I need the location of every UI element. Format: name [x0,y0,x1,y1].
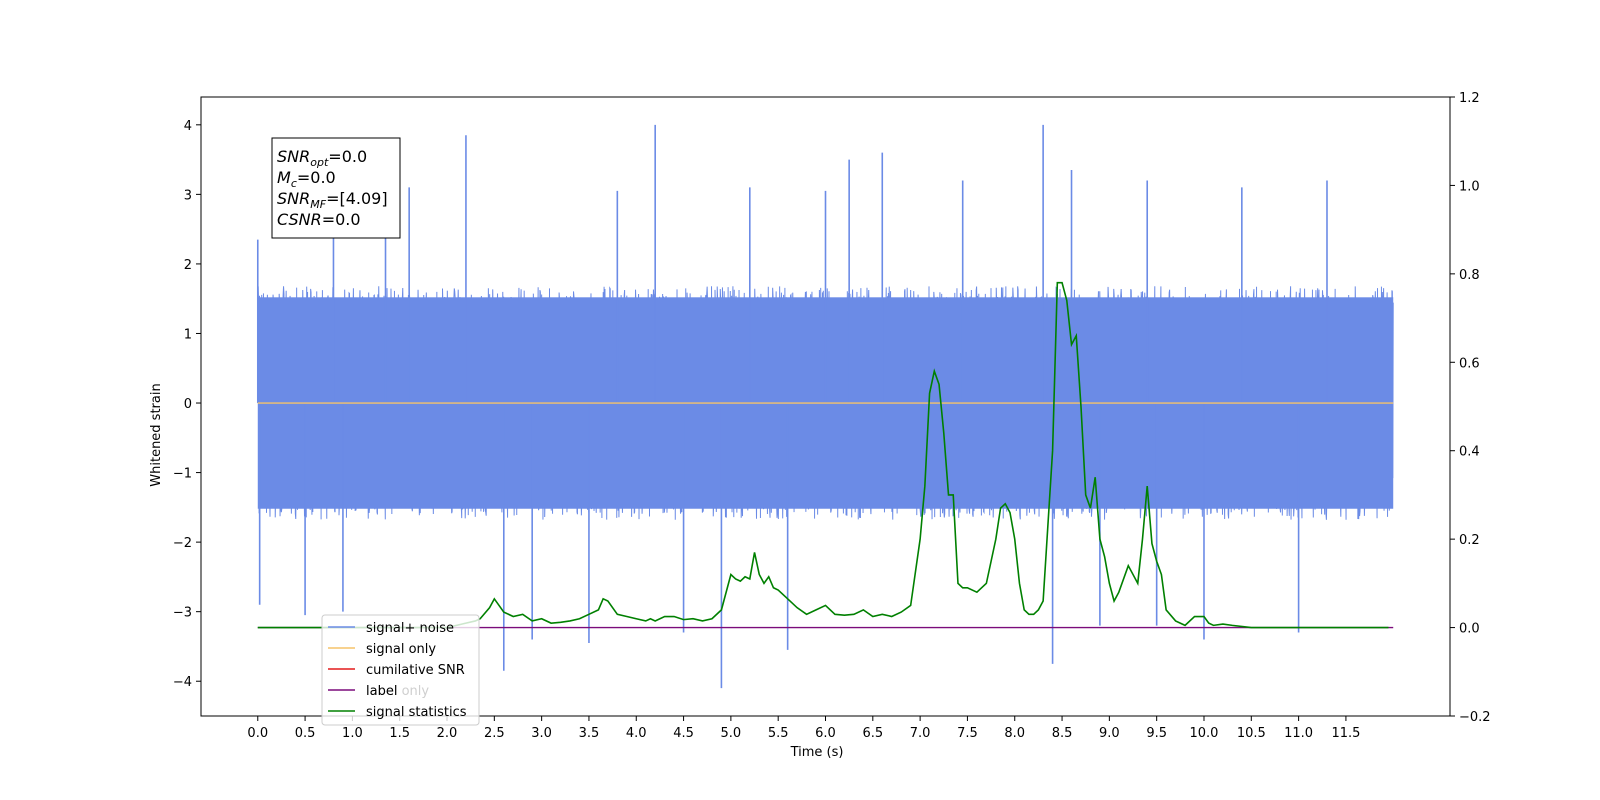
y-tick-label: 4 [184,119,192,134]
x-tick-label: 1.0 [342,726,363,741]
y-tick-label: 0 [184,397,192,412]
x-tick-label: 3.5 [579,726,600,741]
legend-label: signal statistics [366,705,467,720]
info-line: SNRMF=[4.09] [277,189,388,211]
y-tick-label: −2 [173,536,192,551]
x-tick-label: 3.0 [531,726,552,741]
series-signal-statistics [257,281,1389,629]
x-axis-label: Time (s) [790,745,844,760]
x-tick-label: 9.5 [1146,726,1167,741]
legend-label: signal only [366,642,436,657]
x-tick-label: 2.0 [437,726,458,741]
info-line: CSNR=0.0 [277,210,361,229]
x-tick-label: 10.0 [1190,726,1219,741]
x-tick-label: 6.5 [862,726,883,741]
x-tick-label: 11.0 [1284,726,1313,741]
legend-label: signal+ noise [366,621,454,636]
x-tick-label: 5.0 [721,726,742,741]
y-tick-label: −1 [173,467,192,482]
x-tick-label: 0.5 [295,726,316,741]
y2-tick-label: 1.2 [1459,91,1480,106]
x-tick-label: 9.0 [1099,726,1120,741]
x-tick-label: 11.5 [1331,726,1360,741]
y-tick-label: 3 [184,188,192,203]
y-tick-label: 1 [184,327,192,342]
x-tick-label: 5.5 [768,726,789,741]
plot-area [256,124,1394,689]
y2-tick-label: −0.2 [1459,710,1491,725]
info-box-frame [271,137,401,239]
x-tick-label: 6.0 [815,726,836,741]
info-line: SNRopt=0.0 [277,147,367,169]
legend-ghost-text: label only [366,684,429,699]
x-tick-label: 2.5 [484,726,505,741]
y2-tick-label: 0.0 [1459,622,1480,637]
y2-tick-label: 0.6 [1459,356,1480,371]
y-tick-label: −4 [173,675,192,690]
x-tick-label: 0.0 [247,726,268,741]
x-tick-label: 8.5 [1052,726,1073,741]
x-tick-label: 4.0 [626,726,647,741]
axes: 0.0 0.5 1.0 1.5 2.0 2.5 3.0 3.5 4.0 4.5 5.0 5.5 6.0 6… [173,91,1491,741]
legend: label only signal+ noise signal only cumila… [321,614,480,726]
x-tick-label: 1.5 [389,726,410,741]
y2-tick-label: 1.0 [1459,179,1480,194]
y2-tick-label: 0.2 [1459,533,1480,548]
x-tick-label: 7.0 [910,726,931,741]
y-tick-label: 2 [184,258,192,273]
x-tick-label: 7.5 [957,726,978,741]
y2-tick-label: 0.8 [1459,268,1480,283]
x-tick-label: 8.0 [1004,726,1025,741]
legend-label: label [366,684,397,699]
y2-tick-label: 0.4 [1459,445,1480,460]
legend-frame [321,614,480,726]
info-line: Mc=0.0 [277,168,336,190]
legend-label: cumilative SNR [366,663,465,678]
x-tick-label: 10.5 [1237,726,1266,741]
y-tick-label: −3 [173,606,192,621]
y-axis-label: Whitened strain [149,383,164,486]
x-tick-label: 4.5 [673,726,694,741]
